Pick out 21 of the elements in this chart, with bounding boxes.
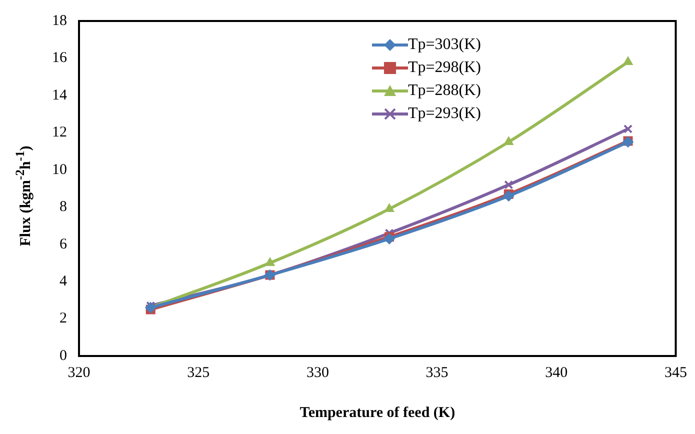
y-tick-label: 4 bbox=[60, 273, 68, 290]
y-tick-label: 8 bbox=[60, 199, 67, 216]
x-tick-label: 325 bbox=[187, 364, 210, 381]
legend-label: Tp=298(K) bbox=[408, 58, 482, 78]
y-tick-label: 0 bbox=[60, 348, 67, 364]
y-tick-label: 6 bbox=[60, 236, 68, 252]
y-tick-label: 12 bbox=[52, 124, 67, 141]
legend-label: Tp=293(K) bbox=[408, 104, 482, 124]
y-tick-label: 16 bbox=[52, 50, 68, 66]
x-tick-label: 345 bbox=[664, 364, 687, 381]
x-tick-label: 330 bbox=[306, 364, 329, 381]
y-tick-label: 14 bbox=[52, 87, 68, 104]
legend-label: Tp=303(K) bbox=[408, 35, 482, 55]
y-tick-label: 2 bbox=[60, 310, 67, 327]
x-tick-label: 335 bbox=[426, 364, 448, 381]
x-tick-label: 320 bbox=[68, 364, 90, 381]
legend-label: Tp=288(K) bbox=[408, 81, 482, 101]
y-tick-label: 18 bbox=[52, 12, 67, 29]
x-axis-title: Temperature of feed (K) bbox=[300, 404, 456, 421]
x-tick-label: 340 bbox=[545, 364, 568, 381]
y-tick-label: 10 bbox=[52, 162, 67, 178]
